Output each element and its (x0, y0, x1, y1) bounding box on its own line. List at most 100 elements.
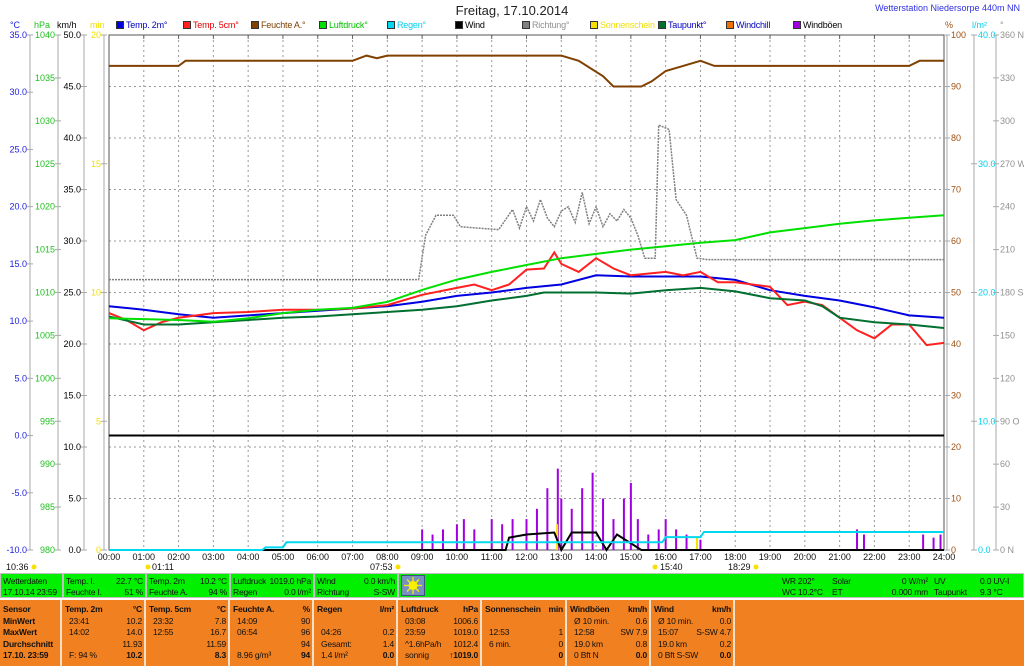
temp-tick-label: 10.0 (9, 316, 27, 326)
stats-value: 8.3 (214, 650, 226, 661)
wind-axis-unit: km/h (57, 20, 77, 30)
stats-value: 10.2 (126, 650, 142, 661)
stats-label: 17.10. 23:59 (3, 650, 49, 661)
x-tick-label: 11:00 (481, 552, 503, 562)
moonset-icon (31, 564, 37, 570)
legend-item: Sonnenschein (590, 20, 655, 30)
pressure-axis-unit: hPa (34, 20, 51, 30)
rain-axis-unit: l/m² (972, 20, 987, 30)
current-label: Temp. I. (66, 576, 95, 586)
series-line (108, 214, 945, 323)
temp-tick-label: 35.0 (9, 30, 27, 40)
stats-label (233, 639, 237, 651)
humidity-tick-label: 40 (951, 339, 961, 349)
stats-label: Gesamt: (321, 638, 352, 649)
pressure-tick-label: 1035 (35, 73, 55, 83)
stats-label: Feuchte A. (233, 604, 275, 614)
series-line (108, 286, 945, 329)
stats-label: Sensor (3, 604, 31, 614)
humidity-tick-label: 90 (951, 82, 961, 92)
sun-tick-label: 10 (91, 288, 101, 298)
current-value: 0.0 km/h (364, 576, 395, 586)
direction-tick-label: 300 (1000, 116, 1015, 126)
legend-item: Luftdruck° (319, 20, 368, 30)
stats-value: 90 (300, 615, 310, 626)
stats-value: % (302, 604, 311, 614)
wind-tick-label: 5.0 (68, 494, 81, 504)
stats-value: 0.0 (635, 650, 647, 661)
current-value: 10.2 °C (199, 576, 227, 586)
temp-tick-label: 20.0 (9, 202, 27, 212)
stats-value: 0.0 (719, 615, 731, 626)
x-tick-label: 16:00 (654, 552, 677, 562)
stats-value: 10.2 (126, 615, 142, 626)
stats-label: 12:53 (489, 627, 510, 638)
legend-item: Wind (455, 20, 485, 30)
wind-tick-label: 10.0 (63, 442, 81, 452)
stats-column: Luftdruck hPa 03:08 1006.6 23:59 1019.0 ^1.6hP… (398, 600, 482, 666)
stats-label (485, 650, 489, 662)
stats-value: 0.6 (635, 615, 647, 626)
sunny-icon (401, 575, 425, 596)
astro-time: 18:29 (728, 562, 751, 572)
wind-tick-label: 0.0 (68, 545, 81, 555)
stats-value: 0.2 (719, 638, 731, 649)
wind-tick-label: 40.0 (63, 133, 81, 143)
sun-tick-label: 20 (91, 30, 101, 40)
stats-value: °C (132, 604, 142, 614)
direction-tick-label: 150 (1000, 330, 1015, 340)
wind-tick-label: 15.0 (63, 391, 81, 401)
sun-tick-label: 5 (96, 416, 101, 426)
current-extra-field: 0 W/m² (901, 576, 928, 586)
stats-label: 14:09 (237, 615, 258, 626)
direction-tick-label: 270 W (1000, 159, 1024, 169)
legend-swatch (387, 21, 395, 29)
stats-label: 12:58 (574, 627, 595, 638)
legend-swatch (726, 21, 734, 29)
current-value: 1019.0 hPa (269, 576, 312, 586)
stats-label: 23:59 (405, 627, 426, 638)
current-pressure-cell: Luftdruck 1019.0 hPa Regen 0.0 l/m² (231, 574, 313, 597)
stats-value: SW 7.9 (620, 627, 647, 638)
current-label: Luftdruck (233, 576, 267, 586)
legend-swatch (319, 21, 327, 29)
current-extra-field: Solar (832, 576, 851, 586)
current-label: Feuchte A. (149, 587, 188, 597)
x-tick-label: 24:00 (933, 552, 956, 562)
current-value: 0.0 l/m² (284, 587, 311, 597)
x-tick-label: 21:00 (828, 552, 851, 562)
astro-time: 10:36 (6, 562, 29, 572)
stats-label: 12:55 (153, 627, 174, 638)
stats-value: 1019.0 (453, 627, 478, 638)
x-tick-label: 18:00 (724, 552, 747, 562)
legend-swatch (522, 21, 530, 29)
x-tick-label: 06:00 (306, 552, 329, 562)
current-value: 51 % (124, 587, 143, 597)
x-tick-label: 07:00 (341, 552, 364, 562)
x-tick-label: 22:00 (863, 552, 886, 562)
x-tick-label: 12:00 (515, 552, 538, 562)
current-value: 22.7 °C (115, 576, 143, 586)
current-label: Temp. 2m (149, 576, 185, 586)
legend-swatch (116, 21, 124, 29)
series-line (109, 123, 944, 281)
stats-value: 0.8 (635, 638, 647, 649)
stats-label: Temp. 5cm (149, 604, 191, 614)
stats-label: 03:08 (405, 615, 426, 626)
legend-swatch (793, 21, 801, 29)
stats-value: 1012.4 (453, 638, 478, 649)
stats-label: 19.0 km (574, 638, 603, 649)
statistics-panel: Sensor MinWert MaxWert Durchschnitt 17.10. 2… (0, 600, 1024, 666)
legend-label: Feuchte A.° (261, 20, 306, 30)
legend-item: Feuchte A.° (251, 20, 306, 30)
wind-tick-label: 50.0 (63, 30, 81, 40)
x-tick-label: 14:00 (585, 552, 608, 562)
direction-tick-label: 60 (1000, 459, 1010, 469)
x-tick-label: 01:00 (133, 552, 156, 562)
legend-item: Windchill (726, 20, 770, 30)
stats-column: Sonnenschein min 12:53 1 6 min. 0 0 (482, 600, 567, 666)
stats-value: 0.0 (719, 650, 731, 661)
stats-value: S-SW 4.7 (696, 627, 731, 638)
stats-value: ↑1019.0 (449, 650, 478, 661)
pressure-tick-label: 1015 (35, 245, 55, 255)
